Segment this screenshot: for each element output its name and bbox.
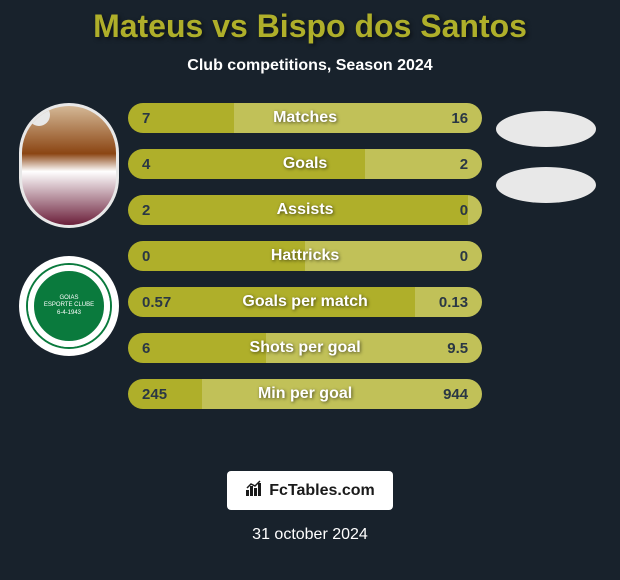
stat-label: Shots per goal xyxy=(250,339,361,357)
stat-row: 00Hattricks xyxy=(128,241,482,271)
chart-icon xyxy=(245,479,263,502)
stat-row: 245944Min per goal xyxy=(128,379,482,409)
stat-label: Goals per match xyxy=(242,293,367,311)
stat-value-right: 16 xyxy=(234,103,482,133)
stat-value-right: 0.13 xyxy=(415,287,482,317)
stat-value-right: 2 xyxy=(365,149,482,179)
stat-label: Hattricks xyxy=(271,247,339,265)
stat-row: 20Assists xyxy=(128,195,482,225)
stat-label: Matches xyxy=(273,109,337,127)
brand-badge: FcTables.com xyxy=(227,471,393,510)
stat-value-right: 0 xyxy=(468,195,482,225)
stat-row: 42 Goals xyxy=(128,149,482,179)
stat-label: Assists xyxy=(277,201,334,219)
stat-row: 69.5Shots per goal xyxy=(128,333,482,363)
club-date: 6-4-1943 xyxy=(57,310,81,317)
player-photo-right-placeholder-1 xyxy=(496,111,596,147)
right-column xyxy=(482,103,610,409)
stat-value-left: 7 xyxy=(128,103,234,133)
player-photo-left xyxy=(19,103,119,228)
club-badge-left: GOIAS ESPORTE CLUBE 6-4-1943 xyxy=(19,256,119,356)
stat-row: 716Matches xyxy=(128,103,482,133)
stat-value-left: 4 xyxy=(128,149,365,179)
page-subtitle: Club competitions, Season 2024 xyxy=(0,57,620,75)
left-column: GOIAS ESPORTE CLUBE 6-4-1943 xyxy=(10,103,128,409)
stat-label: Min per goal xyxy=(258,385,352,403)
stat-row: 0.570.13Goals per match xyxy=(128,287,482,317)
club-name-line2: ESPORTE CLUBE xyxy=(44,302,94,309)
stat-label: Goals xyxy=(283,155,327,173)
stat-value-left: 6 xyxy=(128,333,266,363)
stats-column: 716Matches42Goals20Assists00Hattricks0.5… xyxy=(128,103,482,409)
page-title: Mateus vs Bispo dos Santos xyxy=(0,8,620,45)
brand-text: FcTables.com xyxy=(269,482,375,500)
footer-date: 31 october 2024 xyxy=(0,526,620,544)
player-photo-right-placeholder-2 xyxy=(496,167,596,203)
club-name-line1: GOIAS xyxy=(60,295,79,302)
stat-value-left: 245 xyxy=(128,379,202,409)
